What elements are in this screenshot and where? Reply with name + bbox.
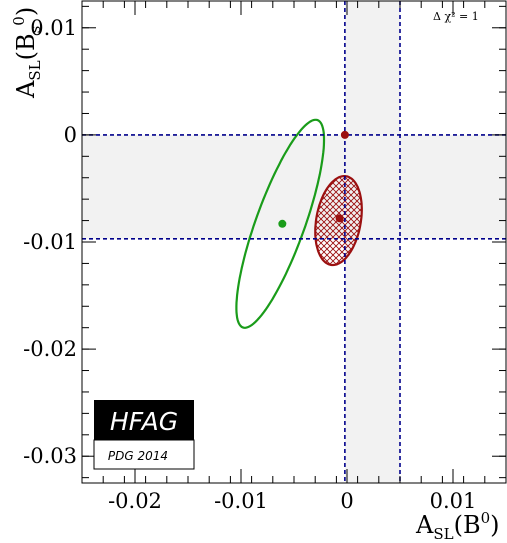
hfag-logo-subtitle: PDG 2014	[108, 449, 168, 463]
hfag-logo-subbox	[93, 439, 195, 470]
confidence-ellipse-0	[235, 118, 326, 329]
reference-lines	[82, 1, 506, 483]
data-point-2	[340, 130, 349, 139]
band-horizontal-1	[82, 134, 506, 239]
data-point-1	[335, 214, 344, 223]
error-bands	[82, 1, 506, 483]
y-tick-label: -0.02	[23, 337, 77, 361]
x-axis-ticks: -0.02 -0.01 0 0.01	[81, 1, 507, 513]
y-tick-label: 0	[64, 123, 77, 147]
y-tick-label: -0.01	[23, 230, 77, 254]
y-tick-label: -0.03	[23, 444, 77, 468]
hfag-logo-title: HFAG	[110, 407, 178, 436]
x-tick-label: -0.01	[214, 489, 268, 513]
y-axis-ticks: -0.03 -0.02 -0.01 0 0.01	[23, 5, 506, 479]
x-tick-label: 0	[340, 489, 353, 513]
x-tick-label: -0.02	[108, 489, 162, 513]
y-axis-title: ASL(Bs0)	[10, 7, 44, 99]
data-point-0	[278, 219, 287, 228]
x-axis-title: ASL(B0)	[415, 509, 500, 543]
y-tick-label: 0.01	[30, 16, 77, 40]
hfag-logo: HFAG PDG 2014	[93, 400, 195, 470]
hfag-logo-box	[94, 400, 194, 440]
delta-chi2-annotation: Δ χ² = 1	[433, 10, 479, 23]
data-points	[278, 130, 349, 228]
x-tick-label: 0.01	[430, 489, 477, 513]
